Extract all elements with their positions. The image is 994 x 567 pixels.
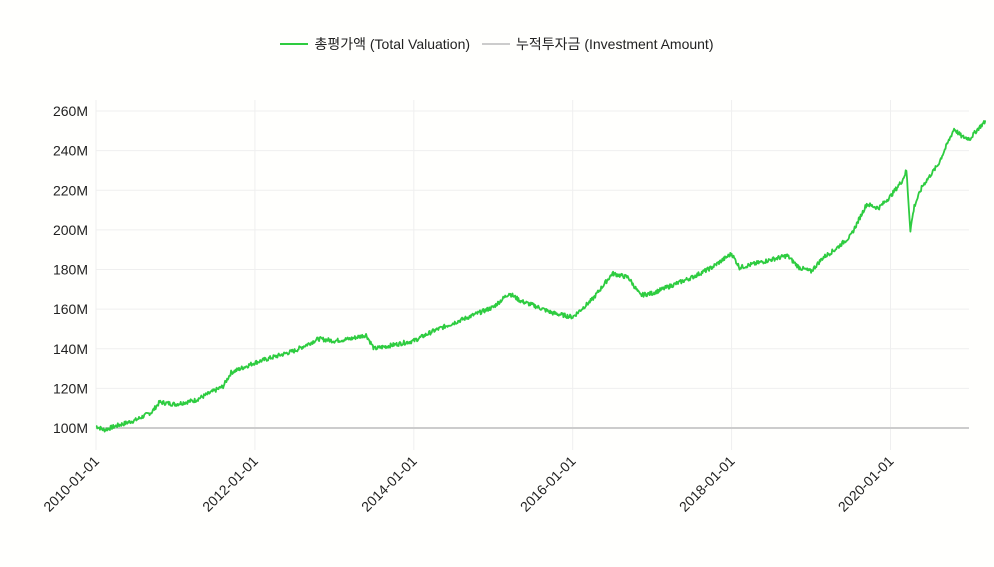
plot-area xyxy=(95,120,987,433)
x-tick-label: 2020-01-01 xyxy=(835,453,897,515)
legend-label: 누적투자금 (Investment Amount) xyxy=(516,36,714,52)
total-valuation-line xyxy=(95,120,987,433)
y-axis: 100M 120M 140M 160M 180M 200M 220M 240M 260M xyxy=(53,103,88,436)
y-tick-label: 140M xyxy=(53,341,88,357)
x-tick-label: 2010-01-01 xyxy=(40,453,102,515)
x-tick-label: 2014-01-01 xyxy=(358,453,420,515)
legend-swatch-green xyxy=(280,43,309,45)
y-tick-label: 120M xyxy=(53,380,88,396)
legend-swatch-gray xyxy=(482,43,511,45)
x-axis: 2010-01-01 2012-01-01 2014-01-01 2016-01-01… xyxy=(40,453,897,515)
grid-lines xyxy=(95,100,969,450)
legend-label: 총평가액 (Total Valuation) xyxy=(314,36,471,52)
y-tick-label: 200M xyxy=(53,222,88,238)
x-tick-label: 2016-01-01 xyxy=(517,453,579,515)
legend-item-investment-amount[interactable]: 누적투자금 (Investment Amount) xyxy=(482,34,714,54)
y-tick-label: 260M xyxy=(53,103,88,119)
y-tick-label: 100M xyxy=(53,420,88,436)
x-tick-label: 2018-01-01 xyxy=(676,453,738,515)
chart-legend: 총평가액 (Total Valuation) 누적투자금 (Investment… xyxy=(0,34,994,54)
y-tick-label: 240M xyxy=(53,143,88,159)
y-tick-label: 220M xyxy=(53,182,88,198)
y-tick-label: 160M xyxy=(53,301,88,317)
y-tick-label: 180M xyxy=(53,262,88,278)
legend-item-total-valuation[interactable]: 총평가액 (Total Valuation) xyxy=(280,34,470,54)
x-tick-label: 2012-01-01 xyxy=(199,453,261,515)
